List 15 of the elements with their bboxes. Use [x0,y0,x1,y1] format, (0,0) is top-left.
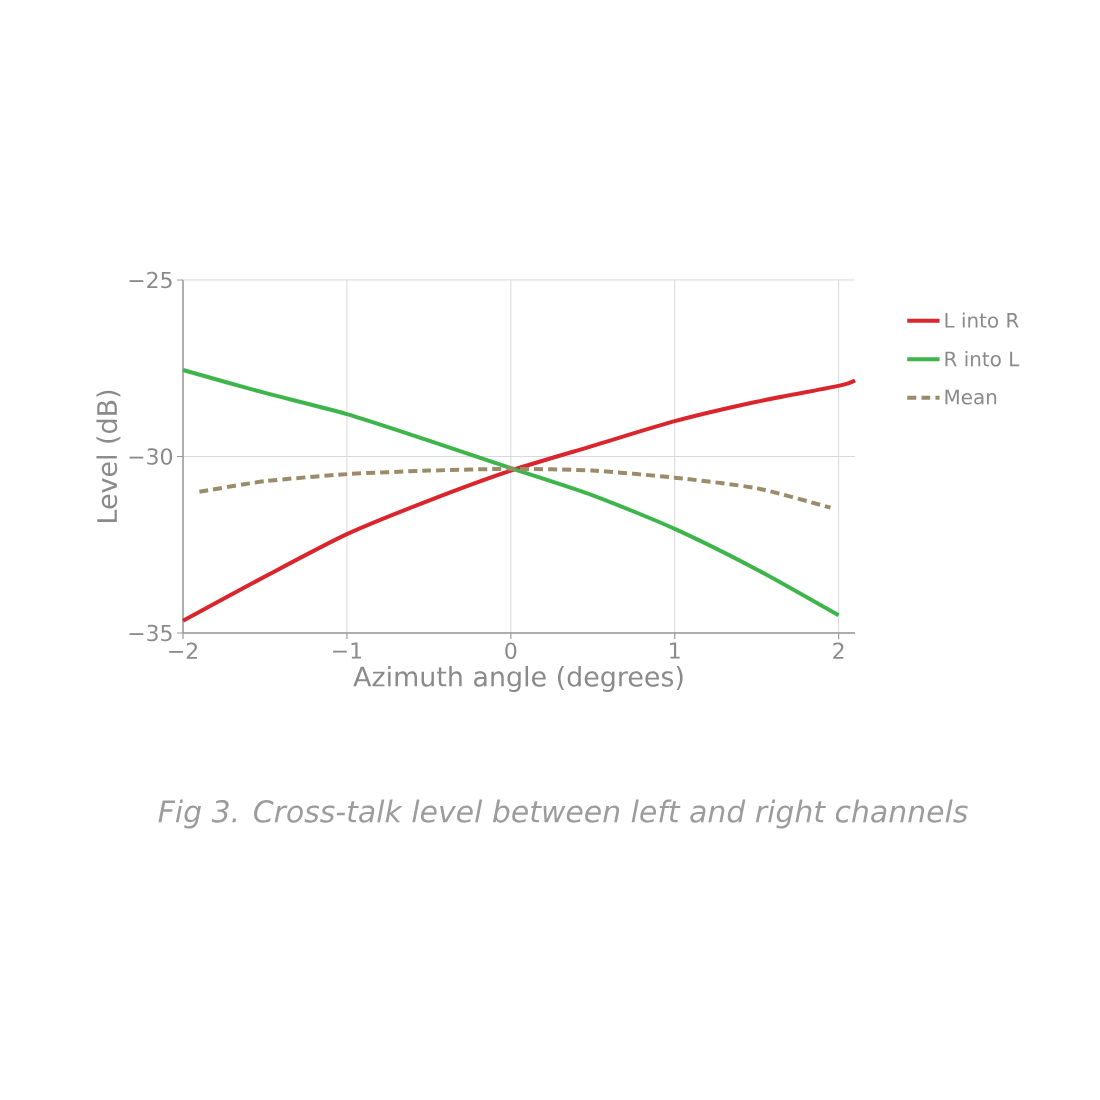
y-tick-label: −30 [129,448,173,465]
legend-label: L into R [945,312,1019,328]
x-axis-title: Azimuth angle (degrees) [353,665,683,692]
x-tick-label: 1 [670,642,680,659]
legend-label: R into L [945,351,1020,367]
x-tick-label: 0 [505,642,517,660]
y-tick-label: −35 [129,624,172,642]
x-tick-label: 2 [833,642,844,659]
legend-label: Mean [945,389,997,405]
x-tick-label: −2 [169,642,197,659]
line-series [197,466,833,510]
y-tick-label: −25 [129,271,172,289]
text: Fig 3. Cross-talk level between left and right channels [158,799,968,829]
y-axis-title: Level (dB) [96,390,121,522]
x-tick-label: −1 [333,642,362,659]
